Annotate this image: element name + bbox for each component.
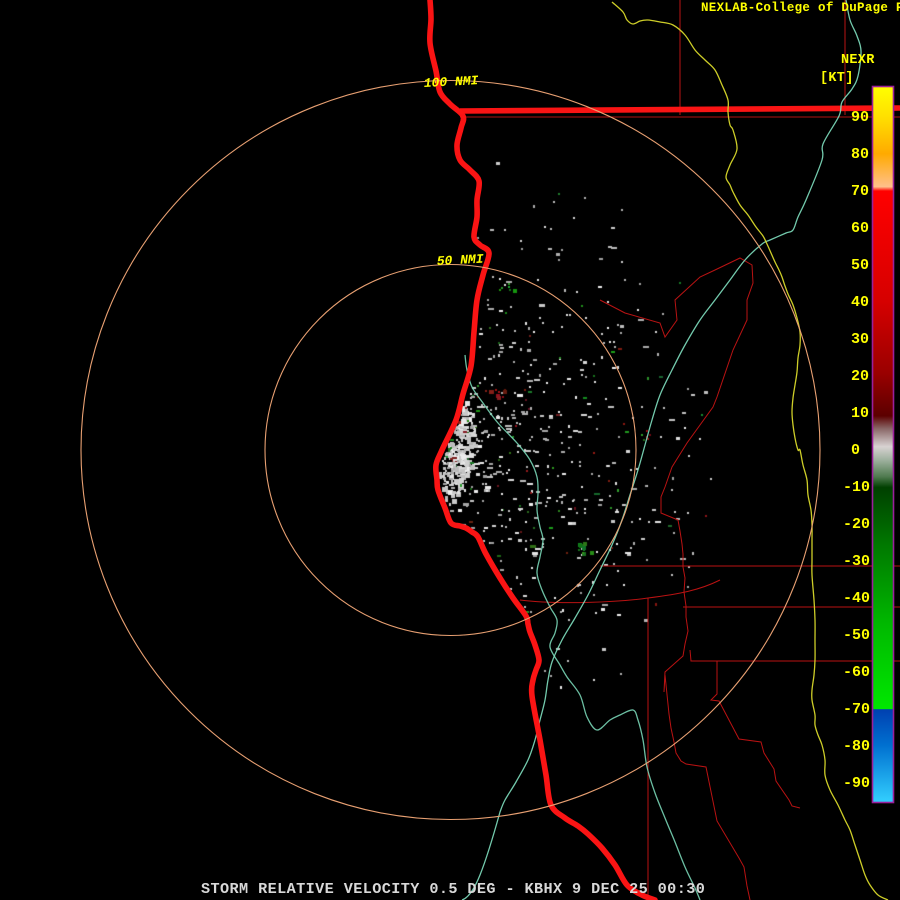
svg-text:-40: -40 (843, 590, 870, 607)
svg-text:-70: -70 (843, 701, 870, 718)
svg-text:0: 0 (851, 442, 860, 459)
svg-text:STORM RELATIVE VELOCITY 0.5 DE: STORM RELATIVE VELOCITY 0.5 DEG - KBHX 9… (201, 880, 705, 898)
svg-text:70: 70 (851, 183, 869, 200)
svg-text:60: 60 (851, 220, 869, 237)
svg-text:50: 50 (851, 257, 869, 274)
svg-text:NEXR: NEXR (841, 53, 875, 68)
svg-text:-50: -50 (843, 627, 870, 644)
svg-text:-20: -20 (843, 516, 870, 533)
svg-text:NEXLAB-College of DuPage R: NEXLAB-College of DuPage R (701, 1, 900, 15)
svg-text:[KT]: [KT] (820, 71, 854, 86)
svg-text:20: 20 (851, 368, 869, 385)
svg-text:-10: -10 (843, 479, 870, 496)
svg-text:50 NMI: 50 NMI (436, 252, 484, 269)
svg-text:-30: -30 (843, 553, 870, 570)
svg-text:10: 10 (851, 405, 869, 422)
svg-text:-80: -80 (843, 738, 870, 755)
svg-text:90: 90 (851, 109, 869, 126)
svg-text:80: 80 (851, 146, 869, 163)
svg-text:-60: -60 (843, 664, 870, 681)
svg-text:-90: -90 (843, 775, 870, 792)
svg-text:100 NMI: 100 NMI (423, 73, 479, 91)
svg-text:40: 40 (851, 294, 869, 311)
svg-text:30: 30 (851, 331, 869, 348)
